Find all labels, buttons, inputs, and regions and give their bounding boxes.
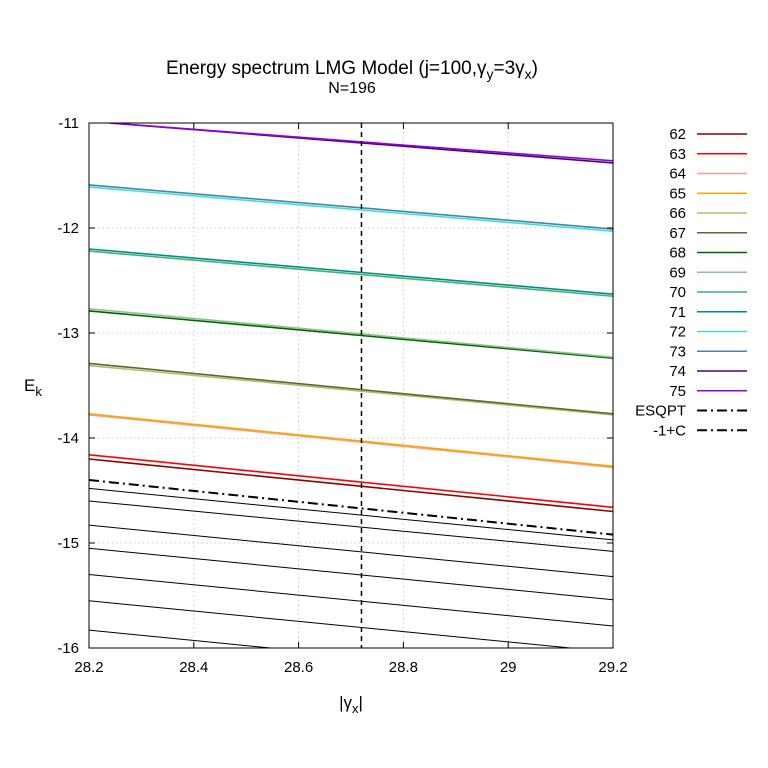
chart-subtitle: N=196 (328, 80, 376, 97)
energy-level-line (89, 547, 613, 601)
y-tick-label: -14 (57, 430, 79, 447)
y-tick-label: -12 (57, 220, 79, 237)
energy-level-line (89, 500, 613, 552)
series-line-68 (89, 310, 613, 359)
series-line-66 (89, 364, 613, 416)
x-tick-label: 28.6 (284, 659, 313, 676)
series-line-esqpt (89, 479, 613, 536)
series-line-67 (89, 362, 613, 415)
legend-label: 71 (669, 304, 686, 321)
series-line-71 (89, 248, 613, 295)
plot-frame (88, 122, 614, 649)
energy-level-line (89, 600, 576, 648)
legend-label: ESQPT (635, 403, 686, 420)
y-tick-label: -13 (57, 325, 79, 342)
energy-level-line (89, 629, 276, 648)
series-line-69 (89, 308, 613, 358)
energy-level-line (89, 524, 613, 578)
energy-level-line (89, 574, 613, 627)
energy-level-line (89, 487, 613, 541)
series-line-63 (89, 454, 613, 509)
series-line-64 (89, 414, 613, 469)
y-tick-label: -15 (57, 535, 79, 552)
x-tick-label: 28.8 (389, 659, 418, 676)
series-line-73 (89, 184, 613, 230)
legend-label: 63 (669, 146, 686, 163)
legend-label: -1+C (653, 422, 686, 439)
x-tick-label: 29.2 (598, 659, 627, 676)
legend-label: 62 (669, 126, 686, 143)
legend-label: 74 (669, 363, 686, 380)
legend-label: 65 (669, 185, 686, 202)
legend-label: 68 (669, 245, 686, 262)
legend-label: 67 (669, 225, 686, 242)
series-line-62 (89, 458, 613, 513)
y-axis-label: Ek (24, 376, 42, 399)
axis-ticks: 28.2 28.4 28.6 28.8 29 29.2 -11 -12 -13 -14 -15 -16 (57, 115, 627, 676)
series-line-70 (89, 250, 613, 298)
x-tick-label: 28.4 (179, 659, 208, 676)
series-line-65 (89, 413, 613, 468)
legend-label: 70 (669, 284, 686, 301)
chart-title: Energy spectrum LMG Model (j=100,γy=3γx) (166, 58, 538, 82)
legend-label: 66 (669, 205, 686, 222)
y-tick-label: -16 (57, 640, 79, 657)
legend-label: 69 (669, 264, 686, 281)
y-tick-label: -11 (58, 115, 79, 132)
lower-levels (89, 487, 613, 648)
legend-label: 72 (669, 324, 686, 341)
legend-label: 73 (669, 343, 686, 360)
x-axis-label: |γx| (339, 693, 363, 716)
legend: 62 63 64 65 66 67 68 69 70 71 72 73 74 75 ESQPT -1+C (635, 126, 747, 439)
series-line-72 (89, 186, 613, 232)
legend-label: 75 (669, 383, 686, 400)
x-tick-label: 29 (500, 659, 517, 676)
series-lines (89, 123, 613, 536)
legend-label: 64 (669, 166, 686, 183)
x-tick-label: 28.2 (74, 659, 103, 676)
